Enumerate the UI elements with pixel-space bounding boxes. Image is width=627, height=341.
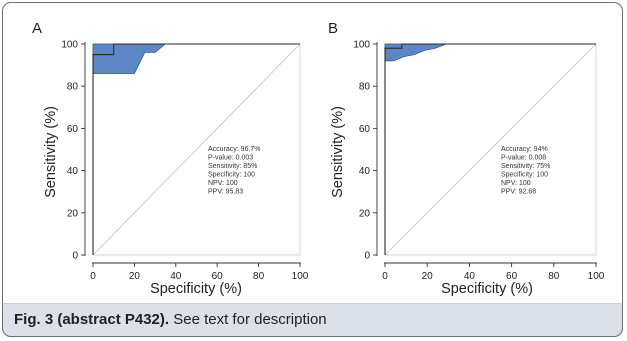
stat-line: Sensitivity: 85% xyxy=(208,163,257,170)
stats-box: Accuracy: 96.7% P-value: 0.003 Sensitivi… xyxy=(208,146,261,196)
y-tick-label: 40 xyxy=(67,166,79,177)
caption-band xyxy=(2,303,623,337)
stat-line: NPV: 100 xyxy=(208,180,238,187)
y-tick-label: 20 xyxy=(67,208,79,219)
caption-label: Fig. 3 (abstract P432). xyxy=(14,311,170,328)
y-tick-label: 60 xyxy=(67,124,79,135)
x-axis-label: Specificity (%) xyxy=(441,281,533,297)
x-tick-label: 20 xyxy=(422,271,434,282)
stat-line: NPV: 100 xyxy=(501,180,531,187)
y-tick-label: 0 xyxy=(72,251,78,262)
y-tick-label: 100 xyxy=(353,40,370,51)
stat-line: PPV: 95.83 xyxy=(208,189,243,196)
y-tick-label: 20 xyxy=(359,208,371,219)
x-axis-label: Specificity (%) xyxy=(150,281,242,297)
stat-line: P-value: 0.008 xyxy=(501,155,546,162)
x-tick-label: 0 xyxy=(90,271,96,282)
y-tick-label: 100 xyxy=(61,40,78,51)
stats-box: Accuracy: 94% P-value: 0.008 Sensitivity… xyxy=(501,146,550,196)
figure-caption: Fig. 3 (abstract P432). See text for des… xyxy=(14,311,327,328)
panel-a: A Sensitivity (%) Specificity (%) 0 20 40 6… xyxy=(32,20,309,297)
panel-label: A xyxy=(32,20,42,37)
panel-label: B xyxy=(328,20,338,37)
reference-diagonal xyxy=(92,43,301,256)
x-tick-label: 40 xyxy=(464,271,476,282)
y-tick-label: 60 xyxy=(359,124,371,135)
y-tick-label: 80 xyxy=(67,82,79,93)
x-tick-label: 60 xyxy=(212,271,224,282)
panel-b: B Sensitivity (%) Specificity (%) 0 20 40 6… xyxy=(328,20,605,297)
roc-curve xyxy=(92,43,300,255)
x-tick-label: 80 xyxy=(253,271,265,282)
x-tick-label: 60 xyxy=(506,271,518,282)
x-tick-label: 40 xyxy=(170,271,182,282)
stat-line: PPV: 92.68 xyxy=(501,189,536,196)
y-tick-label: 0 xyxy=(364,251,370,262)
stat-line: Sensitivity: 75% xyxy=(501,163,550,170)
y-axis-label: Sensitivity (%) xyxy=(330,106,346,198)
roc-curve xyxy=(384,43,596,255)
stat-line: Specificity: 100 xyxy=(208,172,255,179)
plot-area: 0 20 40 60 80 100 0 20 40 60 80 100 xyxy=(353,40,604,283)
x-tick-label: 100 xyxy=(292,271,309,282)
stat-line: Specificity: 100 xyxy=(501,172,548,179)
stat-line: Accuracy: 96.7% xyxy=(208,146,261,153)
plot-area: 0 20 40 60 80 100 0 20 40 60 80 100 xyxy=(61,40,308,283)
x-tick-label: 100 xyxy=(588,271,605,282)
x-tick-label: 80 xyxy=(548,271,560,282)
x-tick-label: 0 xyxy=(382,271,388,282)
y-tick-label: 40 xyxy=(359,166,371,177)
caption-text: See text for description xyxy=(169,311,327,328)
y-axis-label: Sensitivity (%) xyxy=(43,106,59,198)
stat-line: P-value: 0.003 xyxy=(208,155,253,162)
reference-diagonal xyxy=(384,43,597,256)
y-tick-label: 80 xyxy=(359,82,371,93)
stat-line: Accuracy: 94% xyxy=(501,146,548,153)
x-tick-label: 20 xyxy=(129,271,141,282)
